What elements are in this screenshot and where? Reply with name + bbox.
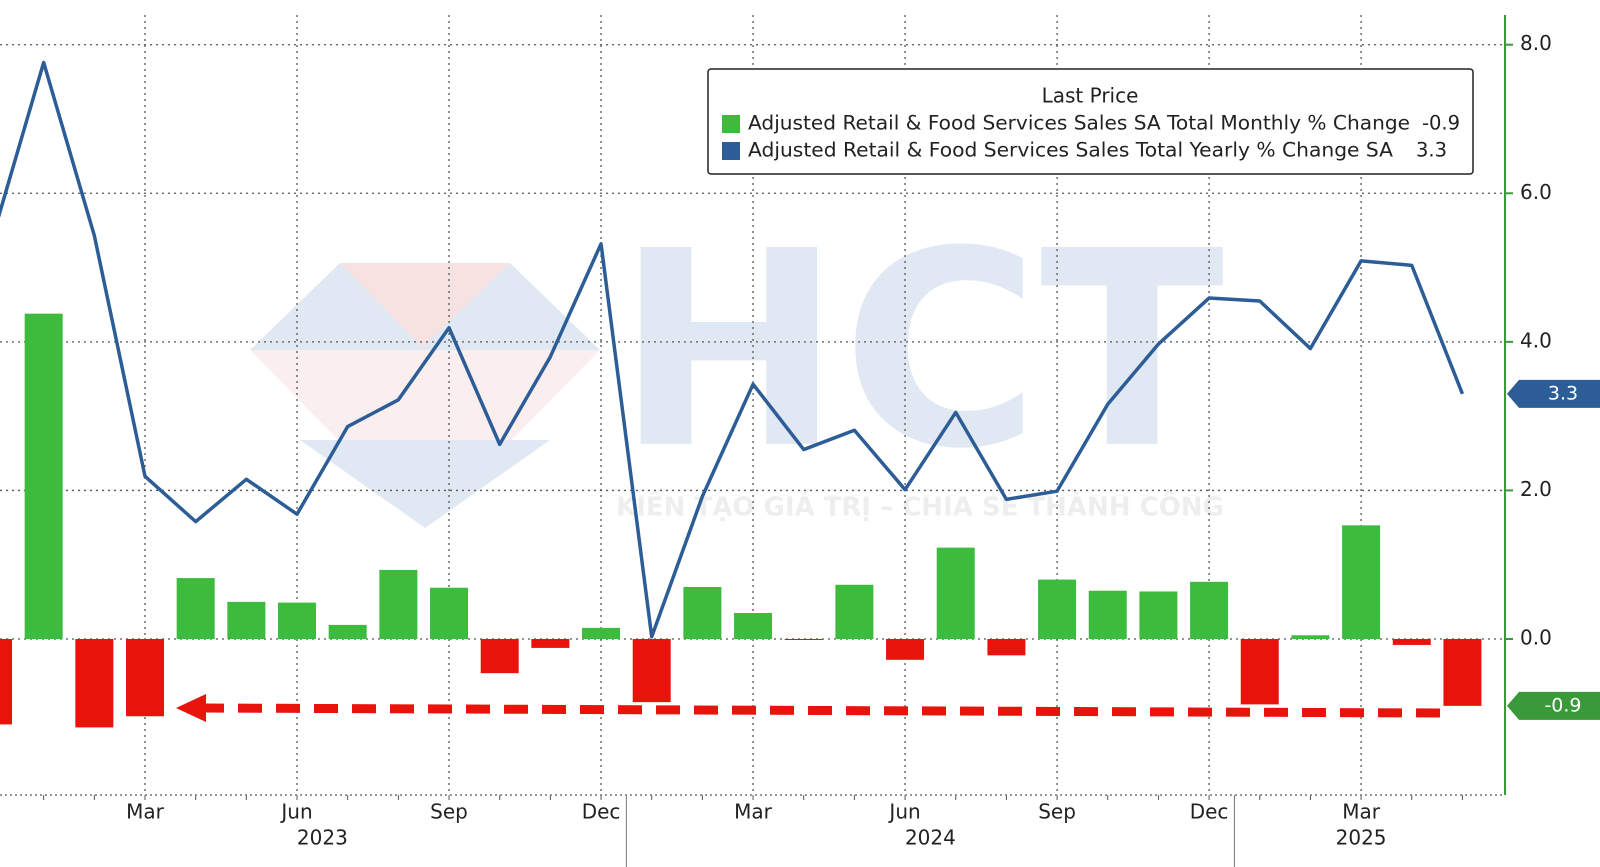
- annotation-arrowhead: [176, 694, 206, 722]
- legend-swatch: [722, 142, 740, 160]
- x-tick-label: Dec: [582, 800, 621, 824]
- bar: [582, 627, 621, 639]
- legend-title: Last Price: [1042, 84, 1139, 108]
- bar: [227, 601, 266, 639]
- bar: [1240, 639, 1279, 705]
- bar: [632, 639, 671, 703]
- bar: [328, 624, 367, 639]
- x-tick-label: Mar: [126, 800, 165, 824]
- bar: [1291, 635, 1330, 639]
- bar: [1139, 591, 1178, 639]
- last-value-badge: [1507, 691, 1600, 720]
- bar: [1443, 639, 1482, 706]
- x-tick-label: Dec: [1190, 800, 1229, 824]
- legend-value: 3.3: [1416, 139, 1447, 162]
- watermark-slogan: KIẾN TẠO GIÁ TRỊ – CHIA SẺ THÀNH CÔNG: [616, 488, 1224, 523]
- x-tick-label: Sep: [1038, 800, 1076, 824]
- legend-label: Adjusted Retail & Food Services Sales To…: [748, 139, 1394, 162]
- x-year-label: 2025: [1336, 826, 1387, 850]
- bar: [886, 639, 925, 660]
- bar: [683, 587, 722, 639]
- bar: [430, 587, 469, 639]
- last-value-label: -0.9: [1544, 694, 1581, 716]
- last-value-badge: [1507, 379, 1600, 408]
- bar: [987, 639, 1026, 656]
- x-tick-label: Jun: [279, 800, 312, 824]
- x-year-label: 2023: [297, 826, 348, 850]
- bar: [835, 584, 874, 639]
- y-tick-label: 0.0: [1520, 626, 1552, 650]
- bar: [936, 547, 975, 639]
- y-tick-label: 6.0: [1520, 180, 1552, 204]
- bar: [480, 639, 519, 674]
- x-tick-label: Sep: [430, 800, 468, 824]
- bar: [0, 639, 12, 725]
- bar: [24, 313, 63, 639]
- bar: [379, 569, 418, 639]
- legend-box: [707, 68, 1474, 175]
- y-tick-label: 2.0: [1520, 477, 1552, 501]
- bar: [1392, 639, 1431, 645]
- bar: [176, 578, 215, 639]
- x-tick-label: Jun: [887, 800, 920, 824]
- legend-swatch: [722, 115, 740, 133]
- y-tick-label: 8.0: [1520, 31, 1552, 55]
- bar: [126, 639, 165, 717]
- bar: [75, 639, 114, 728]
- annotation-arrow: [204, 703, 1441, 718]
- x-tick-label: Mar: [734, 800, 773, 824]
- x-year-label: 2024: [905, 826, 956, 850]
- watermark-logo: HCT: [616, 193, 1226, 508]
- last-value-label: 3.3: [1548, 382, 1578, 404]
- bar: [784, 639, 823, 640]
- bar: [1038, 579, 1077, 639]
- bar: [1190, 581, 1229, 639]
- x-tick-label: Mar: [1342, 800, 1381, 824]
- bar: [1342, 525, 1381, 639]
- bar: [734, 613, 773, 639]
- plot-area: [0, 60, 1482, 728]
- line: [0, 60, 1465, 639]
- legend-value: -0.9: [1422, 112, 1460, 135]
- legend-label: Adjusted Retail & Food Services Sales SA…: [748, 112, 1410, 135]
- bar: [1088, 590, 1127, 639]
- bar: [278, 602, 317, 639]
- bar: [531, 639, 570, 648]
- y-tick-label: 4.0: [1520, 328, 1552, 352]
